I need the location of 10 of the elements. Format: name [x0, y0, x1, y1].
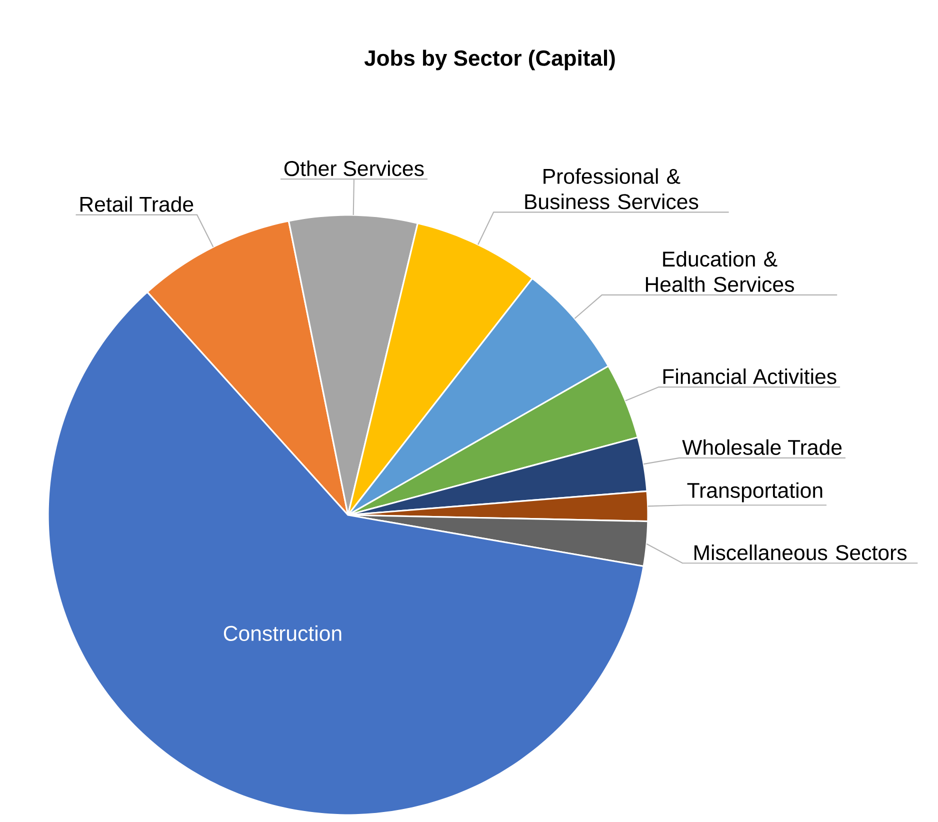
slice-label: Miscellaneous Sectors — [694, 544, 907, 560]
chart-title: Jobs by Sector (Capital) — [364, 50, 615, 70]
slice-label: Education & Health Services — [646, 250, 794, 292]
slice-label: Professional & Business Services — [525, 168, 698, 210]
slice-label: Wholesale Trade — [682, 439, 842, 455]
slice-label: Other Services — [284, 160, 424, 176]
slice-label: Transportation — [687, 482, 822, 502]
slice-label: Financial Activities — [663, 368, 836, 384]
slice-label: Construction — [224, 625, 342, 641]
slice-label: Retail Trade — [80, 196, 194, 212]
